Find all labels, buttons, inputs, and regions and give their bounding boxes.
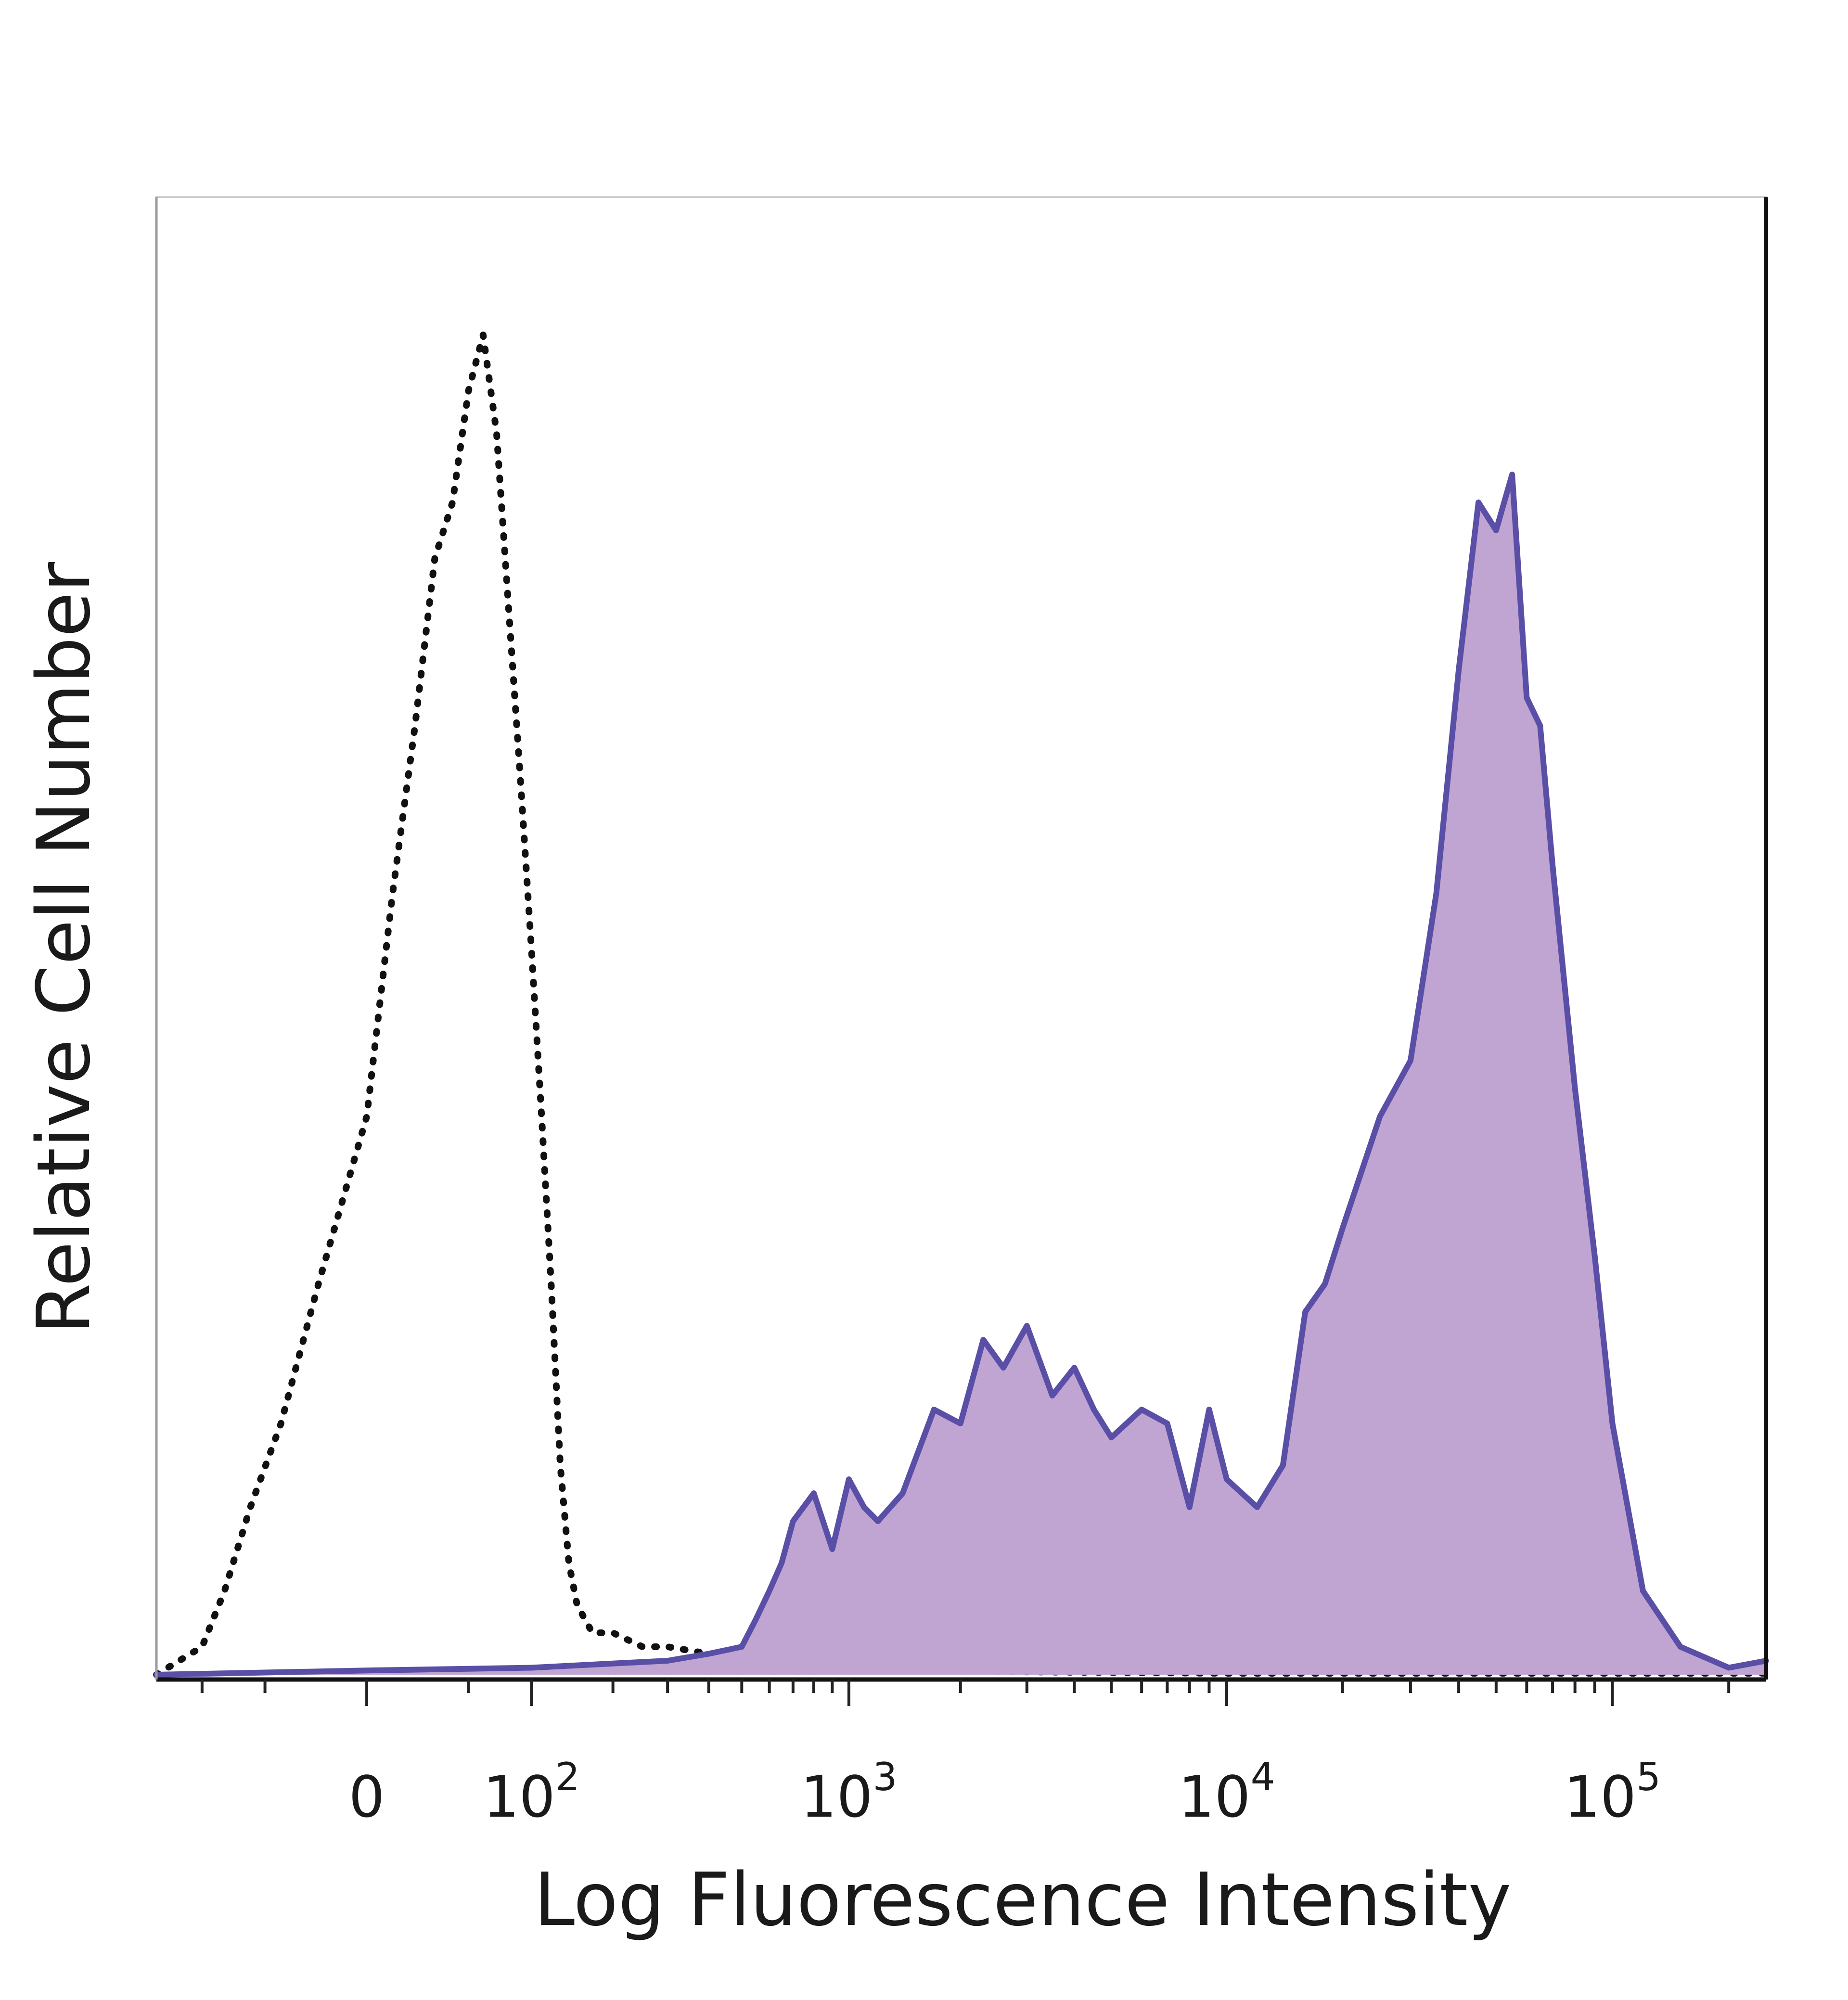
x-tick-label-4: 105 [1564, 1755, 1661, 1830]
series-2-fill [156, 474, 1766, 1675]
series-layer [153, 332, 1770, 1678]
x-axis-title: Log Fluorescence Intensity [534, 1857, 1511, 1942]
tick-layer: 0 102 103 104 105 [200, 1679, 1731, 1830]
series-2-line [154, 472, 1769, 1678]
x-tick-label-1: 102 [483, 1755, 580, 1830]
x-tick-label-0: 0 [349, 1764, 385, 1830]
y-axis-title: Relative Cell Number [21, 562, 106, 1334]
x-tick-label-2: 103 [800, 1755, 897, 1830]
x-tick-label-3: 104 [1178, 1755, 1275, 1830]
